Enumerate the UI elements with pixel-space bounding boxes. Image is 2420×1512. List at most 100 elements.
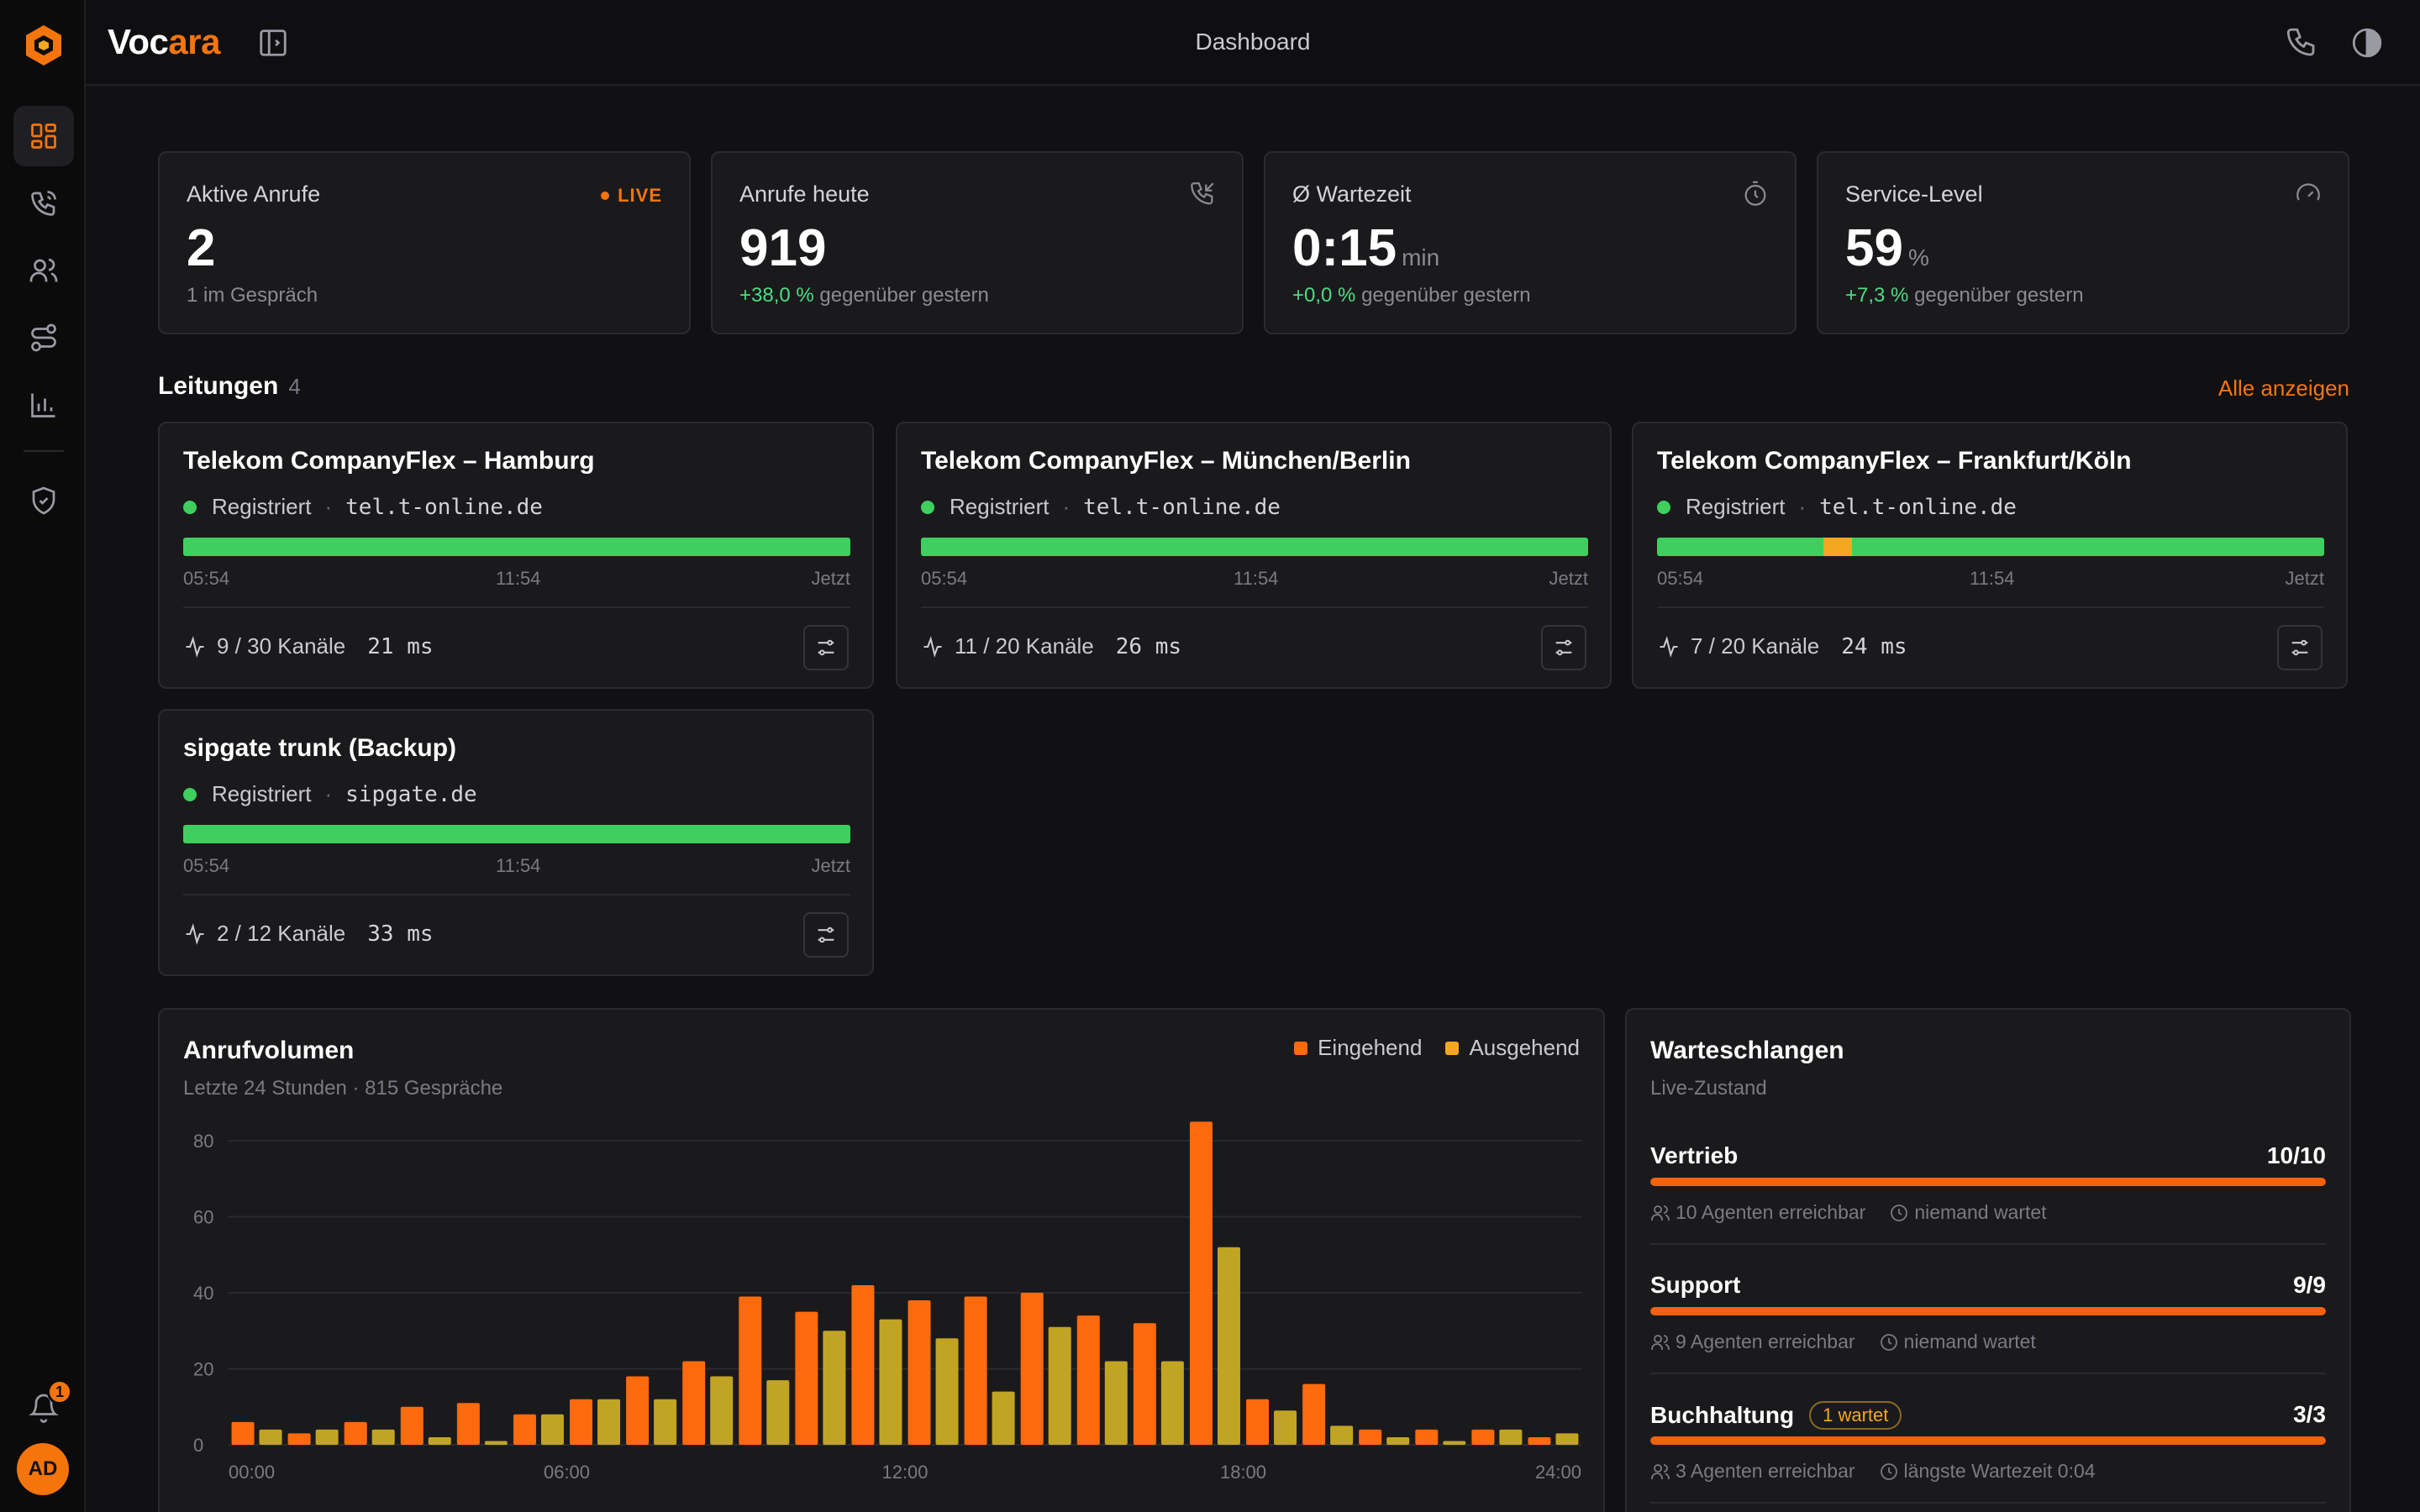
status-dot-icon	[1657, 500, 1670, 514]
bell-icon	[29, 1394, 59, 1423]
theme-toggle-icon[interactable]	[2349, 25, 2385, 60]
queue-value: 9/9	[2293, 1272, 2326, 1298]
users-icon	[29, 258, 58, 282]
bar-incoming	[344, 1421, 367, 1445]
divider	[183, 894, 850, 895]
nav-agents[interactable]	[13, 240, 74, 301]
trunk-settings-button[interactable]	[1541, 625, 1586, 670]
bar-outgoing	[1330, 1425, 1354, 1445]
legend-incoming[interactable]: Eingehend	[1294, 1035, 1422, 1061]
trunk-stats: 7 / 20 Kanäle 24 ms	[1657, 633, 1907, 659]
see-all-link[interactable]: Alle anzeigen	[2217, 375, 2349, 401]
bar-incoming	[682, 1361, 706, 1445]
notifications-button[interactable]	[24, 1388, 64, 1428]
timer-icon	[1744, 181, 1766, 206]
trunk-card[interactable]: sipgate trunk (Backup) Registriert · sipga…	[158, 709, 874, 976]
queue-bar	[1650, 1178, 2326, 1186]
avatar[interactable]: AD	[17, 1443, 69, 1495]
trunk-availability-bar	[1657, 538, 2324, 556]
nav-security[interactable]	[13, 470, 74, 531]
bar-incoming	[795, 1311, 818, 1445]
bar-incoming	[1415, 1429, 1439, 1445]
queue-meta: 3 Agenten erreichbar längste Wartezeit 0…	[1650, 1460, 2096, 1483]
bar-incoming	[1246, 1399, 1270, 1445]
trunks-count: 4	[288, 374, 301, 399]
trunk-settings-button[interactable]	[803, 625, 849, 670]
trunk-stats: 9 / 30 Kanäle 21 ms	[183, 633, 434, 659]
legend-outgoing[interactable]: Ausgehend	[1445, 1035, 1580, 1061]
stat-sub: +38,0 % gegenüber gestern	[739, 284, 989, 307]
routing-icon	[31, 323, 56, 352]
divider	[1657, 606, 2324, 608]
bar-incoming	[287, 1433, 311, 1445]
bar-outgoing	[879, 1319, 902, 1445]
bar-outgoing	[1386, 1436, 1410, 1445]
bar-outgoing	[1274, 1410, 1297, 1445]
stat-label: Service-Level	[1845, 181, 1983, 207]
trunk-name: Telekom CompanyFlex – München/Berlin	[921, 447, 1411, 475]
trunk-name: Telekom CompanyFlex – Hamburg	[183, 447, 595, 475]
stat-value: 0:15 min	[1292, 219, 1440, 277]
trunk-status: Registriert · tel.t-online.de	[183, 494, 543, 520]
trunk-settings-button[interactable]	[803, 912, 849, 958]
bar-outgoing	[540, 1414, 564, 1445]
queues-panel: Warteschlangen Live-Zustand Vertrieb 10/…	[1625, 1008, 2351, 1512]
activity-icon	[186, 922, 204, 945]
queue-value: 3/3	[2293, 1401, 2326, 1427]
bar-outgoing	[1217, 1247, 1240, 1445]
panel-title: Warteschlangen	[1650, 1037, 1844, 1064]
gauge-icon	[2296, 183, 2320, 201]
sidebar-toggle-icon[interactable]	[257, 27, 289, 59]
y-tick-label: 40	[193, 1283, 213, 1304]
panel-subtitle: Live-Zustand	[1650, 1077, 1767, 1100]
bar-chart-icon	[31, 393, 55, 417]
trunk-status: Registriert · tel.t-online.de	[1657, 494, 2017, 520]
bar-incoming	[1359, 1429, 1382, 1445]
phone-icon[interactable]	[2284, 25, 2319, 60]
divider	[1650, 1243, 2326, 1245]
notification-badge: 1	[47, 1379, 72, 1404]
sliders-icon	[818, 639, 834, 656]
dashboard-icon	[31, 123, 56, 149]
trunk-name: sipgate trunk (Backup)	[183, 734, 457, 762]
queue-bar	[1650, 1436, 2326, 1445]
trunk-timeline: 05:54 11:54 Jetzt	[921, 568, 1588, 589]
bar-outgoing	[935, 1338, 959, 1445]
trunk-settings-button[interactable]	[2277, 625, 2323, 670]
bar-incoming	[1302, 1383, 1326, 1445]
bar-incoming	[231, 1421, 255, 1445]
trunk-card[interactable]: Telekom CompanyFlex – Frankfurt/Köln Reg…	[1632, 422, 2348, 689]
trunk-stats: 2 / 12 Kanäle 33 ms	[183, 921, 434, 947]
bar-outgoing	[1499, 1429, 1523, 1445]
live-badge: LIVE	[601, 185, 662, 207]
degraded-segment	[1823, 538, 1852, 556]
trunk-card[interactable]: Telekom CompanyFlex – Hamburg Registrier…	[158, 422, 874, 689]
bar-outgoing	[766, 1380, 790, 1445]
queue-name: Support	[1650, 1272, 1741, 1298]
trunk-status: Registriert · tel.t-online.de	[921, 494, 1281, 520]
bar-incoming	[400, 1406, 424, 1445]
status-dot-icon	[183, 500, 197, 514]
stat-value: 919	[739, 219, 827, 277]
bar-outgoing	[654, 1399, 677, 1445]
bar-outgoing	[823, 1331, 846, 1445]
trunk-card[interactable]: Telekom CompanyFlex – München/Berlin Reg…	[896, 422, 1612, 689]
bar-incoming	[1076, 1315, 1100, 1445]
queue-name: Buchhaltung 1 wartet	[1650, 1401, 1902, 1430]
nav-dashboard[interactable]	[13, 106, 74, 166]
trunk-name: Telekom CompanyFlex – Frankfurt/Köln	[1657, 447, 2132, 475]
y-tick-label: 60	[193, 1207, 213, 1228]
bar-incoming	[1471, 1429, 1495, 1445]
nav-reports[interactable]	[13, 375, 74, 435]
activity-icon	[923, 635, 942, 658]
bar-outgoing	[259, 1429, 282, 1445]
bar-outgoing	[992, 1391, 1015, 1445]
nav-routing[interactable]	[13, 307, 74, 368]
stat-label: Anrufe heute	[739, 181, 870, 207]
clock-icon	[1891, 1204, 1908, 1221]
nav-calls[interactable]	[13, 173, 74, 234]
phone-call-icon	[31, 191, 56, 216]
stat-sub: 1 im Gespräch	[187, 284, 318, 307]
call-volume-chart: 0 20 40 60 80 00:00 06:00 12:00 18:00 24:00	[193, 1121, 1581, 1483]
brand-logo[interactable]: Vocara	[108, 22, 220, 61]
